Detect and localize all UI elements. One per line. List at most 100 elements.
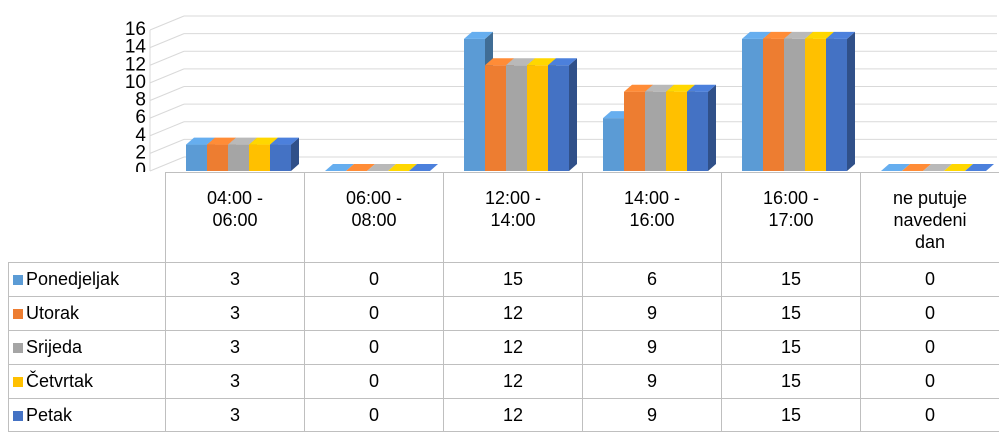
bar-top [207, 137, 236, 145]
bar-top [548, 58, 577, 66]
value-cell: 3 [165, 398, 305, 432]
value-cell: 12 [443, 330, 583, 365]
bar-top [228, 137, 257, 145]
bar-top [902, 164, 931, 171]
y-tick-label: 0 [135, 160, 146, 172]
value-cell: 12 [443, 296, 583, 331]
legend-label: Četvrtak [26, 371, 94, 391]
grid-line [149, 103, 185, 119]
y-tick-label: 14 [125, 37, 147, 58]
series-header: Srijeda [8, 330, 166, 365]
category-cell: 16:00 - 17:00 [721, 172, 861, 263]
bar [965, 164, 994, 171]
bar-front [228, 144, 249, 171]
category-label: 06:00 - 08:00 [345, 188, 403, 230]
bar-side [291, 137, 299, 171]
bar-top [270, 137, 299, 145]
value-cell: 9 [582, 296, 722, 331]
series-row: Srijeda 3 0 12 9 15 0 [8, 330, 999, 365]
series-header: Ponedjeljak [8, 262, 166, 297]
bar-side [847, 31, 855, 171]
value-cell: 9 [582, 364, 722, 399]
y-tick-label: 12 [125, 54, 146, 75]
series-row: Utorak 3 0 12 9 15 0 [8, 296, 999, 331]
bar-top [367, 164, 396, 171]
legend-label: Utorak [26, 303, 80, 323]
legend-key [13, 275, 23, 285]
value-cell: 6 [582, 262, 722, 297]
legend-key [13, 377, 23, 387]
bar-top [965, 164, 994, 171]
series-header: Petak [8, 398, 166, 432]
bar-top [527, 58, 556, 66]
value-cell: 3 [165, 296, 305, 331]
value-cell: 15 [721, 330, 861, 365]
bar-front [805, 38, 826, 171]
grid-line [149, 138, 185, 154]
value-cell: 0 [304, 330, 444, 365]
bar-top [388, 164, 417, 171]
bar-front [464, 38, 485, 171]
bar-top [464, 31, 493, 39]
value-cell: 9 [582, 330, 722, 365]
bar-front [763, 38, 784, 171]
bar [923, 164, 952, 171]
bar [388, 164, 417, 171]
category-label: ne putuje navedeni dan [892, 188, 968, 252]
grid-line [149, 50, 185, 66]
value-cell: 15 [443, 262, 583, 297]
category-cell: ne putuje navedeni dan [860, 172, 999, 263]
value-cell: 0 [860, 296, 999, 331]
bar-front [186, 144, 207, 171]
series-row: Četvrtak 3 0 12 9 15 0 [8, 364, 999, 399]
bar [687, 84, 716, 171]
value-cell: 15 [721, 296, 861, 331]
bar-front [485, 65, 506, 171]
data-table: 04:00 - 06:00 06:00 - 08:00 12:00 - 14:00 1… [8, 172, 999, 432]
value-cell: 0 [304, 398, 444, 432]
bar-front [506, 65, 527, 171]
legend-label: Ponedjeljak [26, 269, 120, 289]
value-cell: 15 [721, 398, 861, 432]
bar-front [603, 118, 624, 171]
bar-top [826, 31, 855, 39]
bar [881, 164, 910, 171]
grid-line [149, 86, 185, 101]
value-cell: 0 [860, 364, 999, 399]
value-cell: 9 [582, 398, 722, 432]
value-cell: 15 [721, 262, 861, 297]
bar [367, 164, 396, 171]
bar-front [687, 91, 708, 171]
series-header: Utorak [8, 296, 166, 331]
value-cell: 0 [860, 330, 999, 365]
bar-top [763, 31, 792, 39]
value-cell: 0 [304, 262, 444, 297]
bar-front [249, 144, 270, 171]
y-tick-label: 6 [135, 107, 146, 128]
y-tick-label: 10 [125, 72, 146, 93]
legend-key [13, 343, 23, 353]
y-tick-label: 16 [125, 19, 146, 40]
bar-top [346, 164, 375, 171]
bar-front [784, 38, 805, 171]
bar-front [548, 65, 569, 171]
series-header: Četvrtak [8, 364, 166, 399]
value-cell: 12 [443, 398, 583, 432]
bar-side [569, 58, 577, 171]
bar-top [687, 84, 716, 92]
grid-line [149, 15, 185, 31]
bar-top [784, 31, 813, 39]
grid-line [149, 68, 185, 84]
grid-line [149, 33, 185, 49]
value-cell: 3 [165, 364, 305, 399]
bar [902, 164, 931, 171]
category-cell: 14:00 - 16:00 [582, 172, 722, 263]
bar-side [708, 84, 716, 171]
corner [9, 173, 166, 263]
bar-top [805, 31, 834, 39]
bar [346, 164, 375, 171]
bar-front [826, 38, 847, 171]
series-row: Ponedjeljak 3 0 15 6 15 0 [8, 262, 999, 297]
series-row: Petak 3 0 12 9 15 0 [8, 398, 999, 432]
